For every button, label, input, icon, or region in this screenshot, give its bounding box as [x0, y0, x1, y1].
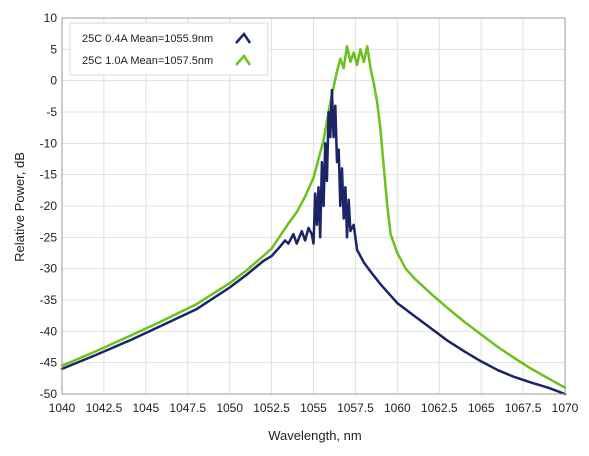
y-tick-label: 10 — [44, 11, 58, 25]
x-tick-label: 1055 — [300, 401, 327, 415]
series-layer — [60, 44, 567, 396]
legend-box — [69, 22, 269, 76]
y-tick-label: -50 — [40, 387, 58, 401]
x-tick-label: 1067.5 — [505, 401, 542, 415]
series-line-1 — [60, 44, 567, 389]
legend-label-0: 25C 0.4A Mean=1055.9nm — [82, 33, 213, 45]
x-tick-label: 1052.5 — [253, 401, 290, 415]
legend-swatch-1 — [235, 53, 252, 66]
x-tick-label: 1065 — [468, 401, 495, 415]
x-tick-label: 1045 — [132, 401, 159, 415]
y-tick-label: -30 — [40, 262, 58, 276]
y-tick-label: -20 — [40, 199, 58, 213]
y-tick-label: -25 — [40, 230, 58, 244]
legend-label-1: 25C 1.0A Mean=1057.5nm — [82, 55, 213, 67]
legend: 25C 0.4A Mean=1055.9nm 25C 1.0A Mean=105… — [69, 22, 269, 76]
series-line-0 — [60, 88, 567, 396]
y-tick-label: 0 — [50, 74, 57, 88]
x-tick-label: 1070 — [552, 401, 579, 415]
y-tick-label: -40 — [40, 324, 58, 338]
x-tick-label: 1042.5 — [86, 401, 123, 415]
x-tick-label: 1050 — [216, 401, 243, 415]
x-tick-label: 1062.5 — [421, 401, 458, 415]
x-tick-label: 1060 — [384, 401, 411, 415]
legend-swatch-0 — [235, 31, 252, 44]
y-tick-labels: 10 5 0 -5 -10 -15 -20 -25 -30 -35 -40 -45 -50 — [40, 11, 58, 401]
x-tick-label: 1057.5 — [337, 401, 374, 415]
y-tick-label: -10 — [40, 136, 58, 150]
y-tick-label: -5 — [46, 105, 57, 119]
x-tick-label: 1040 — [49, 401, 76, 415]
x-tick-labels: 1040 1042.5 1045 1047.5 1050 1052.5 1055 1057.5… — [49, 401, 579, 415]
x-axis-title: Wavelength, nm — [268, 428, 361, 443]
y-tick-label: -45 — [40, 356, 58, 370]
y-axis-title: Relative Power, dB — [12, 152, 27, 262]
y-tick-label: 5 — [50, 42, 57, 56]
plot-frame — [61, 17, 566, 395]
y-tick-label: -35 — [40, 293, 58, 307]
y-tick-label: -15 — [40, 168, 58, 182]
x-tick-label: 1047.5 — [169, 401, 206, 415]
